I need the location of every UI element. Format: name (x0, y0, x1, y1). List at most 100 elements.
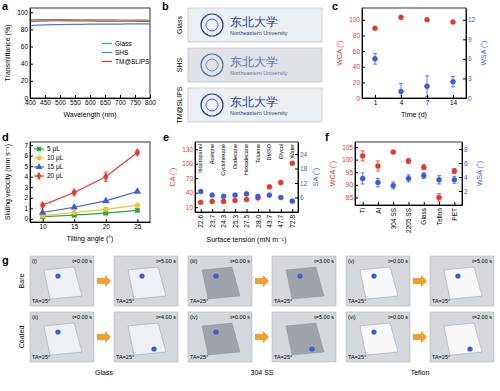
tick-mark (75, 95, 76, 98)
tick-mark (362, 82, 365, 83)
tick: 22.6 (197, 209, 204, 228)
data-point (372, 26, 377, 31)
tick: 80 (353, 32, 365, 39)
data-point (278, 195, 283, 200)
panel-letter: b (162, 0, 169, 12)
error-bar (104, 172, 108, 181)
figure: a400450500550600650700750800020406080100… (0, 0, 500, 391)
tick-mark (459, 191, 462, 192)
category-top-label: Water (289, 144, 295, 159)
tick-label: 95 (346, 169, 354, 176)
photo-time: t=0.00 s (388, 258, 408, 264)
tick-mark (30, 219, 33, 220)
y-axis-title: Transmittance (%) (4, 25, 12, 82)
tick: 6 (24, 152, 33, 159)
photo-time: t=0.00 s (72, 258, 92, 264)
category-top-label: Glycol (278, 144, 284, 159)
category-top-label: Isopropanol (197, 144, 203, 173)
tick-mark (362, 51, 365, 52)
tick: 24.3 (220, 209, 227, 228)
panel-letter: f (325, 131, 329, 143)
tick-label: 800 (145, 99, 156, 106)
tick-label: 40 (353, 63, 361, 70)
tick-mark (362, 20, 365, 21)
category-top-label: Toluene (255, 144, 261, 163)
tick-mark (43, 219, 44, 222)
tick-mark (355, 172, 358, 173)
error-bar (437, 194, 441, 202)
marks (372, 15, 455, 98)
column-label: 304 SS (251, 369, 274, 376)
axis-line (298, 143, 299, 213)
logo-core (206, 99, 218, 111)
tick: 27.5 (243, 209, 250, 228)
axis-line (30, 143, 31, 223)
tilted-substrate (44, 323, 82, 355)
legend-label: SHS (115, 49, 129, 56)
logo-core (206, 19, 218, 31)
logo-core (206, 59, 218, 71)
tick: 40 (186, 189, 198, 196)
tick-label: 22.6 (197, 215, 204, 228)
tick-mark (30, 81, 33, 82)
error-bar (376, 178, 380, 186)
data-point (437, 177, 442, 182)
tick: 100 (182, 160, 198, 167)
data-point (135, 208, 139, 212)
data-point (391, 150, 396, 155)
photo-time: t=0.00 s (230, 314, 250, 320)
axis-line (356, 205, 463, 206)
chart: IsopropanolAcetoneCyclohexaneDodecaneHex… (169, 142, 320, 244)
tick-mark (195, 149, 198, 150)
plot-frame (195, 142, 298, 212)
tick-label: 9 (468, 36, 472, 43)
tick: 130 (182, 146, 198, 153)
tick-mark (224, 209, 225, 212)
photo-id: (ii) (32, 314, 38, 320)
tick: 0 (356, 95, 365, 102)
data-point (244, 197, 249, 202)
photo-background (188, 256, 252, 306)
tick: 20 (103, 219, 111, 230)
data-point (135, 148, 140, 156)
logo-text-cn: 东北大学 (230, 15, 278, 29)
photo-tilt: TA=25° (32, 354, 50, 360)
tick: 85 (346, 194, 358, 201)
tick-label: 18 (300, 165, 308, 172)
tick-mark (295, 154, 298, 155)
tick: 6 (295, 194, 304, 201)
tick-mark (355, 197, 358, 198)
tick-label: 750 (130, 99, 141, 106)
axis: 01234567 (24, 142, 33, 223)
tilted-substrate (128, 323, 166, 355)
axis: 020406080100 (349, 9, 365, 102)
tick-label: 90 (346, 181, 354, 188)
droplet (371, 329, 376, 334)
data-point (267, 184, 272, 189)
error-bar (422, 173, 426, 179)
axis: TiAl304 SS2205 SSGlassTeflonPET (356, 202, 463, 233)
data-point (452, 177, 457, 182)
data-point (290, 161, 295, 166)
tick-mark (30, 208, 33, 209)
photo-tilt: TA=25° (190, 354, 208, 360)
tick: 14 (450, 95, 458, 106)
photo-tilt: TA=25° (32, 298, 50, 304)
tick: 6 (463, 55, 472, 62)
tick: Ti (359, 202, 366, 213)
tick: 15 (71, 219, 79, 230)
tick-mark (454, 202, 455, 205)
tick-label: 6 (300, 194, 304, 201)
tick-mark (30, 98, 33, 99)
tick-mark (195, 207, 198, 208)
tick-mark (459, 177, 462, 178)
tick-label: 6 (464, 160, 468, 167)
tick-mark (30, 29, 33, 30)
tick-mark (363, 202, 364, 205)
photo-background (188, 312, 252, 362)
tick-mark (201, 209, 202, 212)
data-point (135, 203, 140, 208)
tick: Teflon (436, 202, 443, 225)
error-bar (452, 168, 456, 173)
data-point (267, 193, 272, 198)
